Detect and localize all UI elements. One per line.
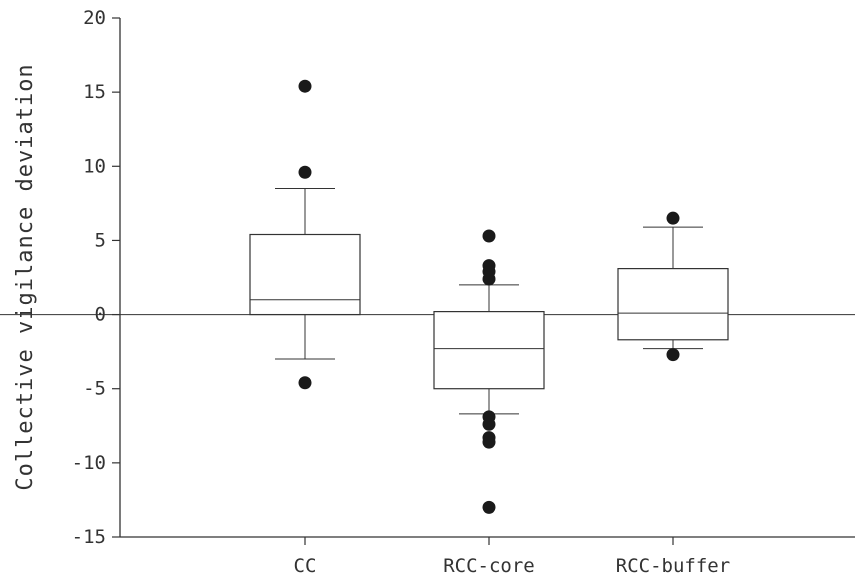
outlier-point (482, 229, 496, 243)
outlier-point (666, 211, 680, 225)
axes: 20 15 10 5 0 -5 -10 -15 (0, 7, 855, 548)
y-tick-label: 0 (95, 304, 106, 326)
iqr-box (249, 233, 361, 316)
y-tick-label: 10 (83, 155, 106, 177)
y-tick-label: -5 (83, 378, 106, 400)
outlier-point (298, 79, 312, 93)
outlier-point (482, 272, 496, 286)
y-tick-label: -10 (72, 452, 106, 474)
outlier-point (298, 376, 312, 390)
y-tick-label: -15 (72, 526, 106, 548)
y-axis-title-group: Collective vigilance deviation (13, 63, 38, 490)
box-group (617, 211, 729, 362)
iqr-box (433, 311, 545, 390)
y-tick-label: 5 (95, 229, 106, 251)
category-label: RCC-buffer (616, 555, 730, 577)
iqr-box (617, 268, 729, 341)
y-axis-title: Collective vigilance deviation (13, 63, 38, 490)
category-label: CC (294, 555, 317, 577)
box-group (249, 79, 361, 390)
outlier-point (482, 435, 496, 449)
outlier-point (482, 417, 496, 431)
box-group (433, 229, 545, 514)
outlier-point (482, 500, 496, 514)
y-tick-label: 20 (83, 7, 106, 29)
category-labels: CC RCC-core RCC-buffer (294, 555, 731, 577)
box-series (249, 79, 729, 514)
outlier-point (298, 165, 312, 179)
y-tick-label: 15 (83, 81, 106, 103)
category-label: RCC-core (443, 555, 535, 577)
outlier-point (666, 348, 680, 362)
